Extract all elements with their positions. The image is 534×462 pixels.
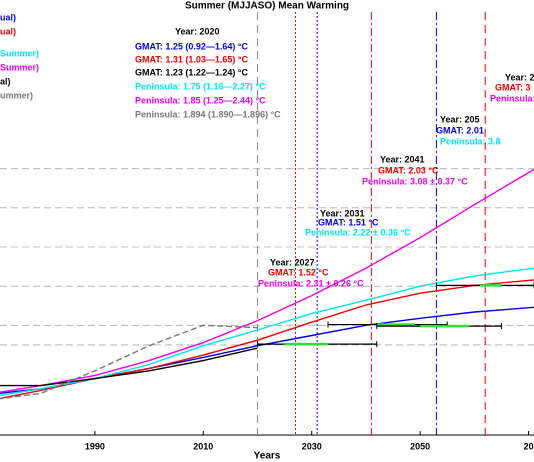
annotation: GMAT: 3 (495, 82, 530, 92)
annotation: Peninsula: 3.08 ± 0.37 °C (362, 176, 468, 186)
annotation: GMAT: 1.23 (1.22—1.24) °C (135, 67, 248, 77)
legend-label: ual) (0, 12, 16, 22)
series-line (0, 267, 534, 397)
annotation: Peninsula: (490, 93, 534, 103)
annotation: Peninsula: 1.85 (1.25—2.44) °C (135, 95, 266, 105)
annotation: Year: 205 (440, 114, 480, 124)
legend-label: Summer) (0, 62, 39, 72)
x-tick-label: 2030 (302, 441, 322, 451)
annotation: Peninsula: 2.31 ± 0.26 °C (258, 278, 364, 288)
annotation: GMAT: 1.52 °C (268, 267, 329, 277)
x-axis-label: Years (254, 451, 281, 462)
series-line (0, 324, 258, 400)
annotation: GMAT: 1.25 (0.92—1.64) °C (135, 41, 248, 51)
annotation: Peninsula: 2.22 ± 0.36 °C (305, 227, 411, 237)
x-tick-label: 20 (524, 441, 534, 451)
annotation: GMAT: 2.03 °C (378, 165, 439, 175)
series-line (0, 347, 258, 387)
x-tick-label: 2050 (410, 441, 430, 451)
annotation: Peninsula: 1.894 (1.890—1.896) °C (135, 109, 281, 119)
annotation: Peninsula: 3.8 (440, 136, 501, 146)
legend-label: al) (0, 76, 11, 86)
x-tick-label: 2010 (193, 441, 213, 451)
annotation: Peninsula: 1.75 (1.16—2.27) °C (135, 81, 266, 91)
legend-label: Summer) (0, 48, 39, 58)
x-tick-label: 1990 (85, 441, 105, 451)
annotation: GMAT: 1.31 (1.03—1.65) °C (135, 54, 248, 64)
annotation: GMAT: 2.01 (436, 125, 484, 135)
annotation: Year: 2027 (270, 257, 315, 267)
annotation: Year: 2 (505, 72, 534, 82)
annotation: Year: 2041 (380, 154, 425, 164)
legend-label: ual) (0, 26, 16, 36)
legend-label: ummer) (0, 90, 33, 100)
annotation: GMAT: 1.51 °C (318, 217, 379, 227)
annotation: Year: 2020 (175, 26, 220, 36)
annotation: Year: 2031 (320, 208, 365, 218)
chart-title: Summer (MJJASO) Mean Warming (185, 1, 349, 12)
